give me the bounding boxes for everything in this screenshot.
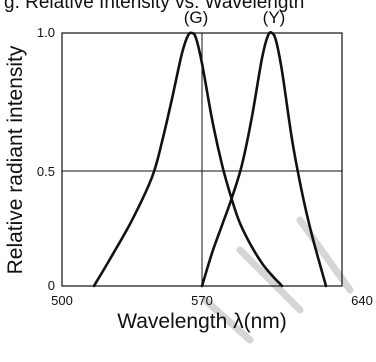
y-tick-1.0: 1.0: [37, 25, 55, 40]
series-group: [92, 31, 328, 288]
y-tick-0.5: 0.5: [37, 164, 55, 179]
x-tick-570: 570: [191, 293, 213, 308]
peak-label-y: (Y): [263, 8, 286, 27]
x-tick-640: 640: [351, 293, 373, 308]
y-axis-label: Relative radiant intensity: [4, 45, 27, 274]
peak-label-g: (G): [184, 8, 209, 27]
y-tick-0: 0: [48, 278, 55, 293]
plot-frame: [61, 32, 343, 287]
series-line-g: [92, 31, 284, 288]
x-tick-500: 500: [51, 293, 73, 308]
x-axis-label: Wavelength λ(nm): [117, 310, 287, 333]
chart-title-fragment: g. Relative Intensity vs. Wavelength: [4, 0, 304, 13]
series-line-y: [200, 31, 328, 288]
